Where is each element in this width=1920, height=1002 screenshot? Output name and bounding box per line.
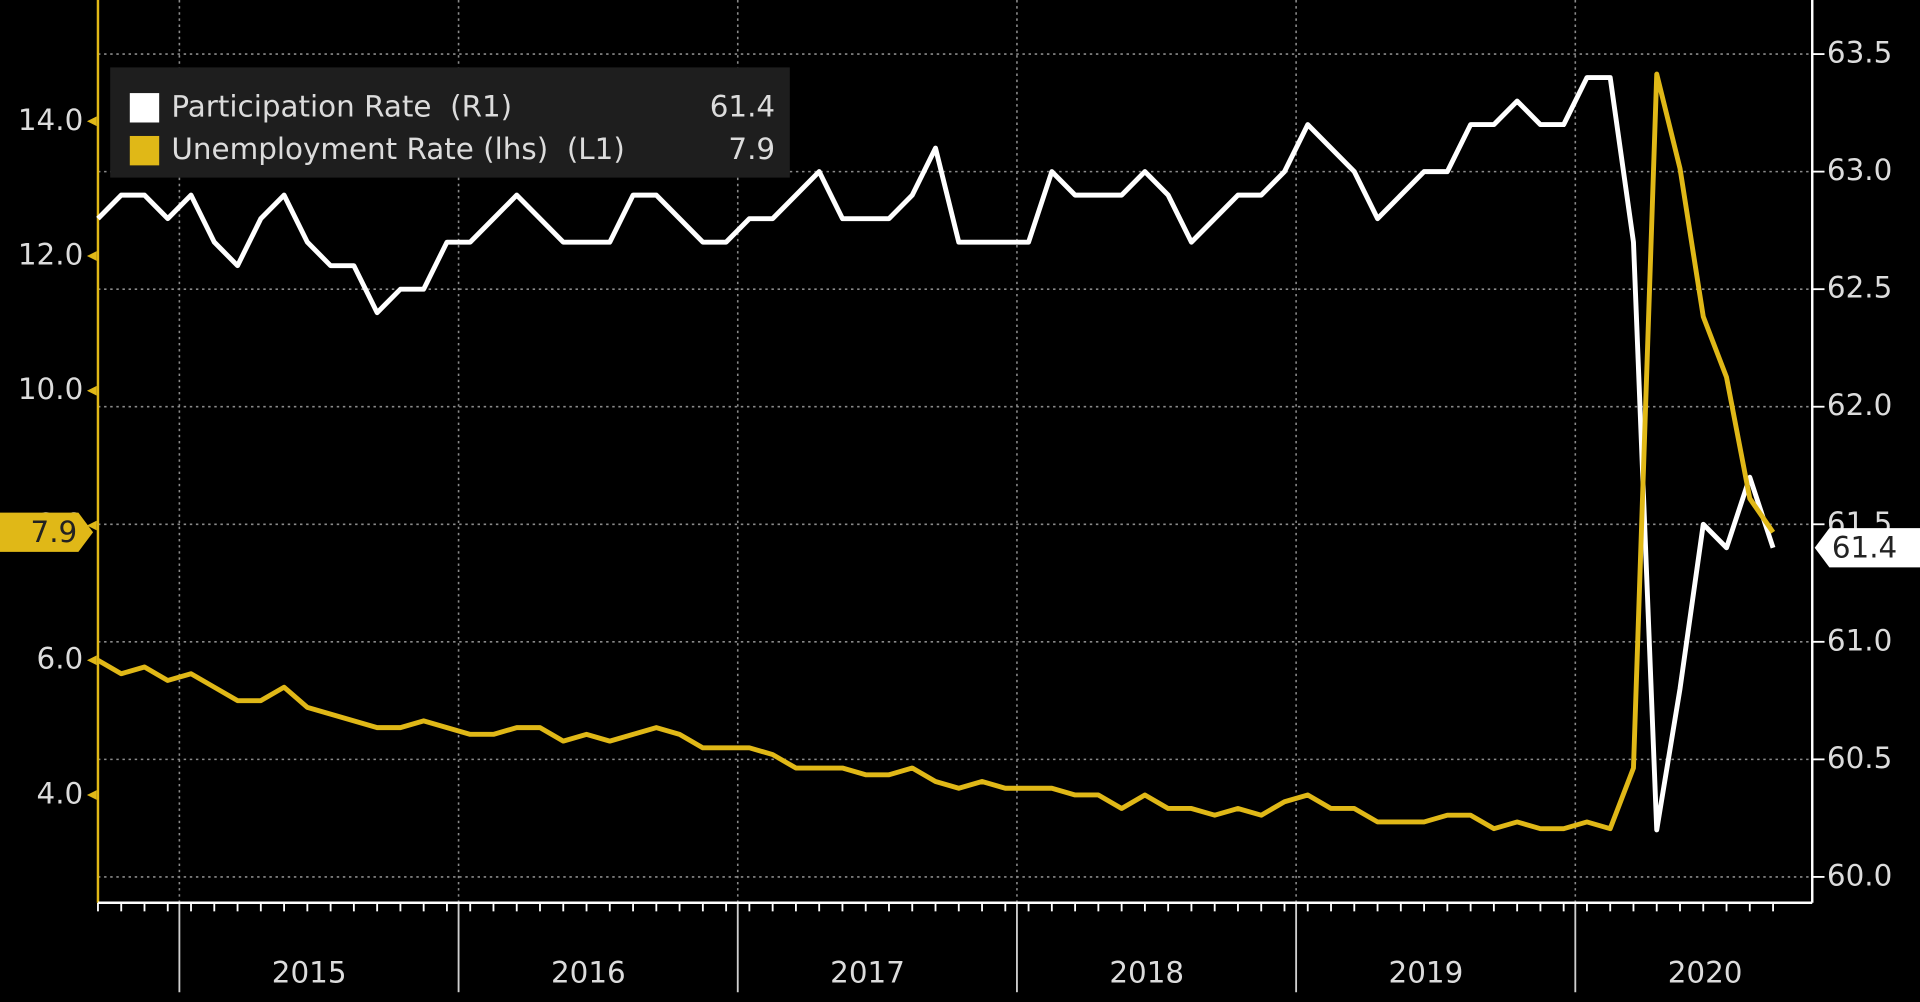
y2-tick-label: 63.0 xyxy=(1827,153,1892,187)
y2-tick-label: 61.0 xyxy=(1827,623,1892,657)
legend-label: Participation Rate (R1) xyxy=(171,89,512,123)
markers: 7.9 61.4 xyxy=(0,512,1920,568)
last-value-label: 61.4 xyxy=(1832,531,1897,565)
legend-value: 61.4 xyxy=(710,89,775,123)
legend-value: 7.9 xyxy=(728,132,775,166)
y2-tick-label: 63.5 xyxy=(1827,36,1892,70)
legend-swatch xyxy=(129,135,160,166)
last-value-marker xyxy=(1814,528,1920,568)
y-tick xyxy=(86,520,97,531)
x-tick-label: 2017 xyxy=(830,955,905,989)
last-value-label: 7.9 xyxy=(31,515,78,549)
axes: 60.060.561.061.562.062.563.063.54.06.08.… xyxy=(18,0,1892,993)
y-tick-label: 12.0 xyxy=(18,238,83,272)
y2-tick-label: 60.0 xyxy=(1827,858,1892,892)
y-tick xyxy=(86,655,97,666)
legend-label: Unemployment Rate (lhs) (L1) xyxy=(171,132,624,166)
x-tick-label: 2020 xyxy=(1668,955,1743,989)
x-tick-label: 2019 xyxy=(1389,955,1464,989)
y2-tick-label: 62.5 xyxy=(1827,271,1892,305)
last-value-marker xyxy=(0,512,94,552)
y-tick xyxy=(86,790,97,800)
y-tick xyxy=(86,116,97,127)
y-tick-label: 6.0 xyxy=(37,642,84,676)
legend: Participation Rate (R1) 61.4 Unemployment … xyxy=(110,67,790,178)
lines xyxy=(96,71,1776,833)
y-tick xyxy=(86,385,97,396)
y2-tick-label: 62.0 xyxy=(1827,388,1892,422)
y-tick-label: 14.0 xyxy=(18,103,83,137)
y-tick xyxy=(86,251,97,261)
series-line xyxy=(96,75,1776,833)
x-tick-label: 2016 xyxy=(551,955,626,989)
x-tick-label: 2015 xyxy=(272,955,347,989)
y2-tick-label: 60.5 xyxy=(1827,741,1892,775)
y-tick-label: 10.0 xyxy=(18,372,83,406)
series-line xyxy=(96,71,1776,832)
x-tick-label: 2018 xyxy=(1109,955,1184,989)
grid xyxy=(97,0,1813,903)
legend-box xyxy=(110,67,790,178)
legend-swatch xyxy=(129,93,160,123)
y-tick-label: 4.0 xyxy=(37,776,84,810)
